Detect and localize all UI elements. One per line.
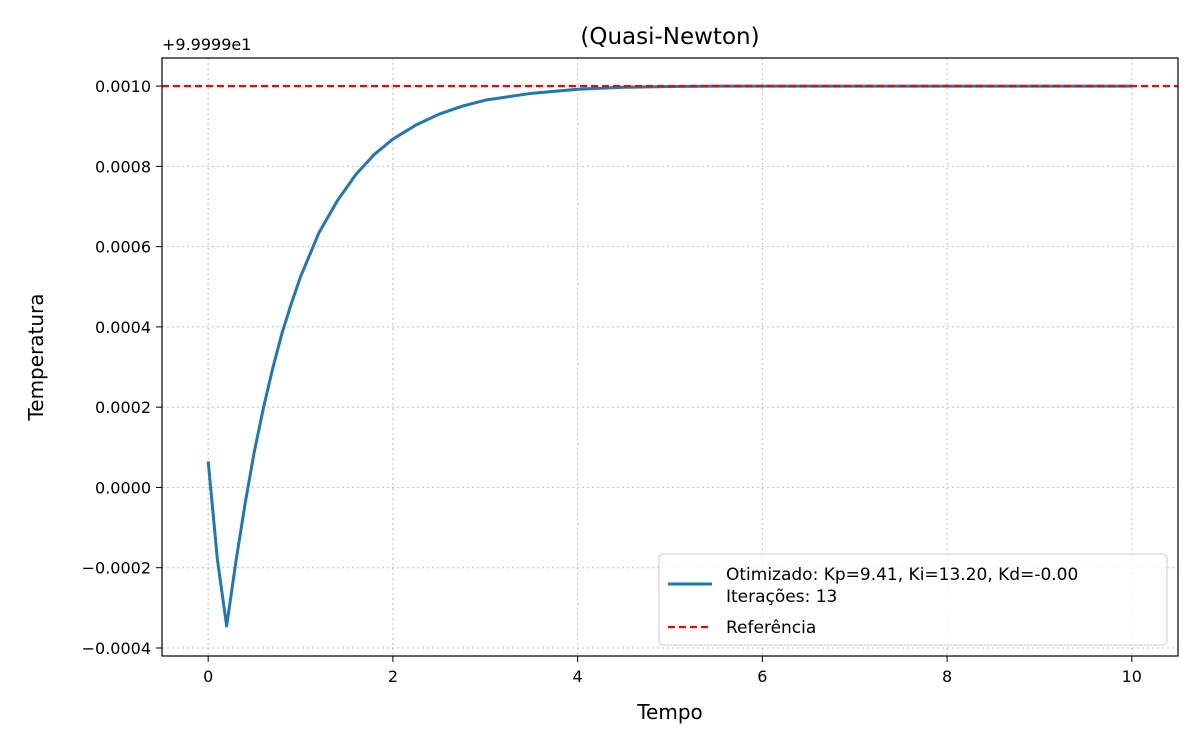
legend-box — [658, 553, 1168, 646]
x-tick-label: 8 — [942, 667, 952, 686]
x-axis: 0 2 4 6 8 10 — [203, 656, 1142, 686]
y-tick-label: −0.0002 — [82, 559, 151, 578]
y-axis-title: Temperatura — [24, 293, 48, 421]
y-axis: −0.0004 −0.0002 0.0000 0.0002 0.0004 0.0006 0.… — [82, 77, 162, 658]
y-tick-label: 0.0002 — [95, 398, 151, 417]
x-tick-label: 6 — [757, 667, 767, 686]
y-tick-label: 0.0008 — [95, 157, 151, 176]
x-tick-label: 0 — [203, 667, 213, 686]
x-tick-label: 10 — [1122, 667, 1142, 686]
plot-series — [162, 84, 1178, 628]
y-tick-label: 0.0010 — [95, 77, 151, 96]
x-axis-title: Tempo — [636, 700, 703, 724]
x-tick-label: 4 — [573, 667, 583, 686]
legend: Otimizado: Kp=9.41, Ki=13.20, Kd=-0.00 I… — [658, 553, 1168, 646]
legend-label-otimizado-line1: Otimizado: Kp=9.41, Ki=13.20, Kd=-0.00 — [726, 565, 1078, 585]
legend-label-referencia: Referência — [726, 618, 816, 638]
y-tick-label: −0.0004 — [82, 639, 151, 658]
y-tick-label: 0.0004 — [95, 318, 151, 337]
chart-title: (Quasi-Newton) — [580, 24, 759, 50]
y-offset-label: +9.9999e1 — [162, 35, 251, 54]
y-tick-label: 0.0000 — [95, 478, 151, 497]
x-tick-label: 2 — [388, 667, 398, 686]
legend-label-otimizado-line2: Iterações: 13 — [726, 587, 837, 607]
plot-frame — [161, 57, 1179, 657]
y-tick-label: 0.0006 — [95, 238, 151, 257]
